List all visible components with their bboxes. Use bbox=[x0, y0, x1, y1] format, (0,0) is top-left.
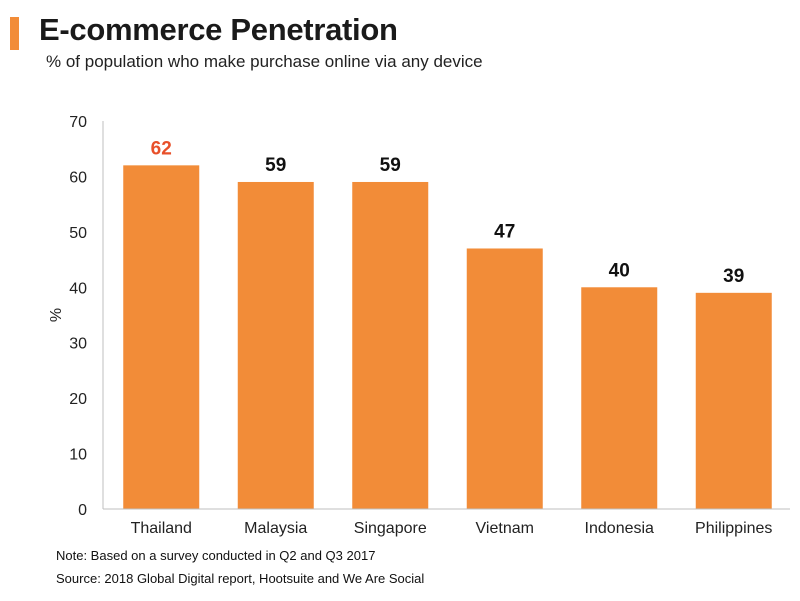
bar-philippines bbox=[695, 292, 772, 509]
bar-malaysia bbox=[237, 181, 314, 509]
x-tick-label: Malaysia bbox=[244, 520, 307, 537]
x-tick-label: Thailand bbox=[131, 520, 192, 537]
chart-subtitle: % of population who make purchase online… bbox=[46, 52, 483, 71]
x-tick-label: Philippines bbox=[695, 520, 772, 537]
y-tick-label: 0 bbox=[78, 502, 87, 519]
bar-vietnam bbox=[466, 248, 543, 509]
y-tick-label: 60 bbox=[69, 169, 87, 186]
y-tick-label: 40 bbox=[69, 280, 87, 297]
x-tick-label: Vietnam bbox=[476, 520, 534, 537]
bars bbox=[123, 165, 772, 510]
data-label: 59 bbox=[380, 155, 401, 176]
data-label: 62 bbox=[151, 138, 172, 159]
data-label: 39 bbox=[723, 266, 744, 287]
note-text: Note: Based on a survey conducted in Q2 … bbox=[56, 548, 376, 563]
x-axis: Thailand Malaysia Singapore Vietnam Indonesi… bbox=[103, 508, 790, 537]
y-axis: 0 10 20 30 40 50 60 70 bbox=[69, 114, 104, 519]
bar-singapore bbox=[352, 181, 429, 509]
data-label: 40 bbox=[609, 260, 630, 281]
bar-indonesia bbox=[581, 287, 658, 509]
y-axis-label: % bbox=[48, 308, 65, 322]
x-tick-label: Indonesia bbox=[585, 520, 654, 537]
y-tick-label: 70 bbox=[69, 114, 87, 131]
title-accent-bar bbox=[10, 17, 19, 50]
chart-title: E-commerce Penetration bbox=[39, 12, 398, 47]
x-tick-label: Singapore bbox=[354, 520, 427, 537]
y-tick-label: 50 bbox=[69, 225, 87, 242]
source-text: Source: 2018 Global Digital report, Hoot… bbox=[56, 571, 425, 586]
bar-thailand bbox=[123, 165, 200, 510]
data-labels: 62 59 59 47 40 39 bbox=[151, 138, 745, 286]
data-label: 47 bbox=[494, 221, 515, 242]
y-tick-label: 10 bbox=[69, 447, 87, 464]
y-tick-label: 30 bbox=[69, 336, 87, 353]
data-label: 59 bbox=[265, 155, 286, 176]
y-tick-label: 20 bbox=[69, 391, 87, 408]
